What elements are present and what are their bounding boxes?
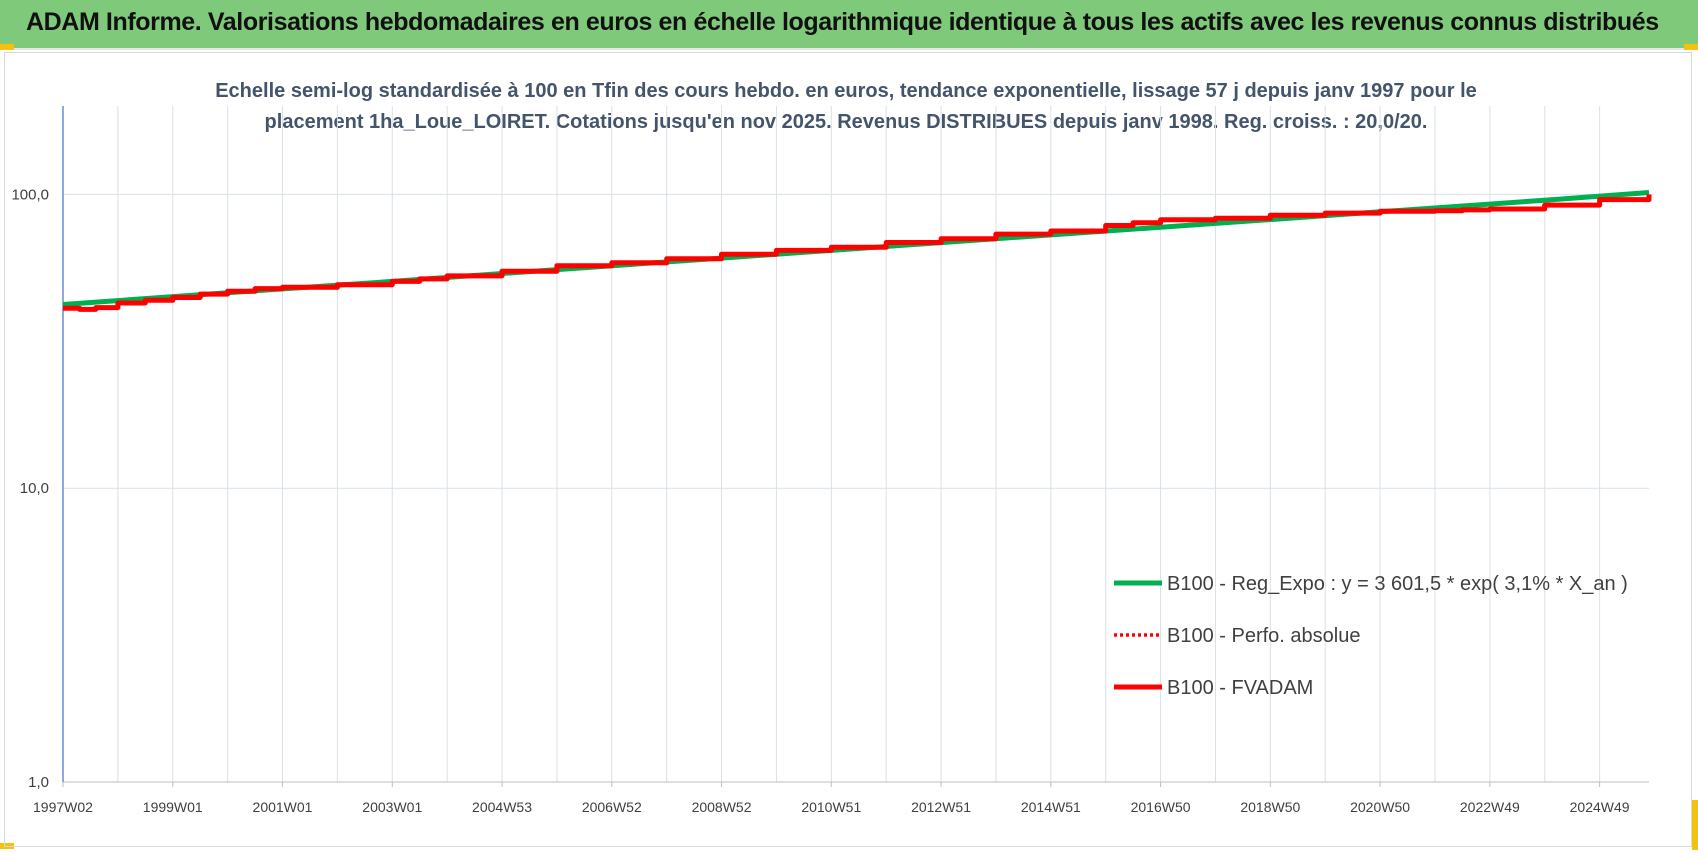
x-tick-label: 2012W51 (911, 799, 971, 815)
x-tick-label: 2014W51 (1021, 799, 1081, 815)
x-tick-label: 1999W01 (143, 799, 203, 815)
corner-accent-top-left (0, 44, 14, 50)
x-tick-label: 2003W01 (362, 799, 422, 815)
title-banner: ADAM Informe. Valorisations hebdomadaire… (0, 0, 1698, 50)
vertical-gridlines (117, 106, 1601, 782)
x-tick-label: 2004W53 (472, 799, 532, 815)
series-lines (62, 190, 1652, 312)
x-tick-label: 2010W51 (801, 799, 861, 815)
x-tick-label: 2024W49 (1570, 799, 1630, 815)
chart-frame (4, 52, 1692, 847)
subtitle-line-2: placement 1ha_Loue_LOIRET. Cotations jus… (265, 111, 1428, 133)
legend: B100 - Reg_Expo : y = 3 601,5 * exp( 3,1… (1114, 573, 1628, 699)
horizontal-gridlines (63, 193, 1649, 783)
subtitle-line-1: Echelle semi-log standardisée à 100 en T… (215, 80, 1477, 102)
series-line-fvadam (63, 194, 1652, 312)
x-tick-label: 2016W50 (1131, 799, 1191, 815)
y-tick-label: 1,0 (28, 774, 49, 791)
x-tick-label: 2018W50 (1240, 799, 1300, 815)
corner-accent-top-right (1684, 44, 1698, 50)
x-tick-label: 2006W52 (582, 799, 642, 815)
legend-label: B100 - Reg_Expo : y = 3 601,5 * exp( 3,1… (1167, 573, 1628, 595)
x-tick-label: 2008W52 (692, 799, 752, 815)
y-axis-ticks: 1,0 10,0 100,0 (11, 186, 49, 791)
corner-accent-bottom-right (1692, 800, 1698, 850)
legend-label: B100 - Perfo. absolue (1167, 625, 1360, 647)
legend-label: B100 - FVADAM (1167, 677, 1313, 699)
x-axis-ticks: 1997W02 1999W01 2001W01 2003W01 2004W53 2006W… (33, 782, 1630, 815)
chart-subtitle: Echelle semi-log standardisée à 100 en T… (215, 80, 1477, 133)
x-tick-label: 1997W02 (33, 799, 93, 815)
y-tick-label: 100,0 (11, 186, 49, 203)
x-tick-label: 2001W01 (253, 799, 313, 815)
page-title: ADAM Informe. Valorisations hebdomadaire… (26, 8, 1659, 36)
x-tick-label: 2020W50 (1350, 799, 1410, 815)
y-tick-label: 10,0 (20, 480, 49, 497)
x-tick-label: 2022W49 (1460, 799, 1520, 815)
